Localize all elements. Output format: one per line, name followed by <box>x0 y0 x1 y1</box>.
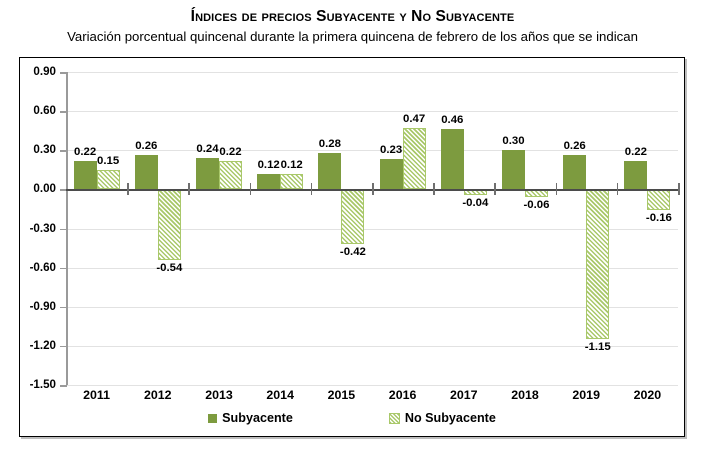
bar-2015-no-subyacente <box>341 189 365 245</box>
bar-2018-subyacente <box>502 150 525 190</box>
x-axis-label-2014: 2014 <box>266 388 294 402</box>
x-tick-mark <box>188 183 190 196</box>
bar-2012-subyacente <box>134 155 158 190</box>
gridline <box>66 345 678 347</box>
bar-value-label: 0.26 <box>135 140 158 153</box>
bar-value-label: 0.26 <box>563 140 586 153</box>
x-axis-label-2016: 2016 <box>388 388 417 402</box>
x-tick-mark <box>555 183 558 196</box>
x-axis-label-2017: 2017 <box>449 388 478 402</box>
x-axis-label-2018: 2018 <box>511 388 539 402</box>
x-axis-label-2013: 2013 <box>205 388 233 402</box>
y-axis-tick-label: 0.90 <box>33 65 56 78</box>
bar-value-label: 0.47 <box>403 113 426 126</box>
bar-value-label: 0.22 <box>219 145 242 158</box>
page-title: Índices de precios Subyacente y No Subya… <box>190 8 515 25</box>
bar-2015-subyacente <box>318 152 342 190</box>
y-tick-mark <box>60 150 67 152</box>
y-axis-line <box>66 72 68 385</box>
y-tick-mark <box>60 306 67 309</box>
bar-2014-subyacente <box>257 173 281 190</box>
gridline <box>66 228 678 230</box>
x-tick-mark <box>494 183 496 196</box>
bar-value-label: 0.22 <box>624 145 647 158</box>
y-axis-tick-label: -1.50 <box>29 378 56 391</box>
bar-value-label: 0.30 <box>502 135 525 148</box>
x-axis-label-2011: 2011 <box>83 388 111 402</box>
y-tick-mark <box>60 111 67 113</box>
legend-label-no-subyacente: No Subyacente <box>404 411 496 425</box>
chart-frame <box>19 57 685 437</box>
y-axis-tick-label: -0.30 <box>29 221 56 235</box>
bar-value-label: 0.46 <box>441 114 464 127</box>
chart-legend: Subyacente No Subyacente <box>19 411 685 425</box>
legend-item-subyacente[interactable]: Subyacente <box>208 411 293 425</box>
legend-item-no-subyacente[interactable]: No Subyacente <box>388 411 496 425</box>
bar-value-label: -0.04 <box>462 196 489 209</box>
gridline <box>66 72 678 73</box>
legend-label-subyacente: Subyacente <box>222 411 293 425</box>
bar-2016-no-subyacente <box>402 128 426 190</box>
legend-swatch-no-subyacente-icon <box>388 412 400 424</box>
bar-2019-subyacente <box>563 155 587 190</box>
legend-swatch-subyacente-icon <box>208 413 218 423</box>
y-tick-mark <box>60 189 67 191</box>
x-axis-label-2015: 2015 <box>327 388 356 402</box>
y-tick-mark <box>60 345 67 348</box>
bar-2016-subyacente <box>379 159 403 190</box>
bar-value-label: -0.16 <box>645 212 672 225</box>
x-tick-mark <box>678 183 680 196</box>
bar-2017-subyacente <box>440 129 464 190</box>
bar-value-label: 0.24 <box>196 143 219 156</box>
bar-value-label: 0.12 <box>257 158 280 171</box>
bar-2013-no-subyacente <box>219 160 242 190</box>
x-axis-label-2012: 2012 <box>143 388 172 402</box>
x-tick-mark <box>433 183 435 196</box>
bar-2020-no-subyacente <box>647 189 671 211</box>
x-tick-mark <box>372 183 374 196</box>
x-axis-label-2020: 2020 <box>633 388 662 402</box>
bar-value-label: 0.28 <box>318 137 341 150</box>
y-axis-tick-label: 0.00 <box>33 182 56 196</box>
bar-value-label: 0.23 <box>380 144 403 157</box>
x-axis-label-2019: 2019 <box>572 388 600 402</box>
y-axis-tick-label: 0.30 <box>33 143 56 157</box>
y-axis-tick-label: -0.90 <box>29 299 56 313</box>
chart-subtitle: Variación porcentual quincenal durante l… <box>67 29 638 44</box>
y-tick-mark <box>60 385 67 387</box>
x-tick-mark <box>616 183 619 196</box>
y-tick-mark <box>60 228 67 230</box>
gridline <box>66 385 678 386</box>
bar-value-label: -0.54 <box>156 261 183 274</box>
bar-2014-no-subyacente <box>280 173 304 190</box>
bar-value-label: -0.06 <box>523 199 550 212</box>
bar-value-label: 0.22 <box>74 145 97 158</box>
bar-2020-subyacente <box>624 160 648 190</box>
y-axis-tick-label: 0.60 <box>33 104 56 118</box>
bar-value-label: 0.12 <box>280 158 303 171</box>
bar-2011-subyacente <box>73 160 97 190</box>
gridline <box>66 150 678 152</box>
y-axis-tick-label: -1.20 <box>29 338 56 352</box>
bar-2019-no-subyacente <box>586 189 610 340</box>
gridline <box>66 267 678 269</box>
gridline <box>66 111 678 113</box>
y-axis-tick-label: -0.60 <box>29 260 56 274</box>
bar-value-label: -0.42 <box>339 246 366 259</box>
bar-2013-subyacente <box>196 158 219 190</box>
bar-2012-no-subyacente <box>157 189 181 260</box>
bar-value-label: -1.15 <box>584 341 611 354</box>
gridline <box>66 306 678 308</box>
y-tick-mark <box>60 72 67 74</box>
x-tick-mark <box>310 183 313 196</box>
x-tick-mark <box>249 183 252 196</box>
title-block: Índices de precios Subyacente y No Subya… <box>0 8 705 46</box>
bar-value-label: 0.15 <box>97 154 120 167</box>
x-tick-mark <box>127 183 129 196</box>
y-tick-mark <box>60 267 67 270</box>
bar-2011-no-subyacente <box>96 169 120 190</box>
